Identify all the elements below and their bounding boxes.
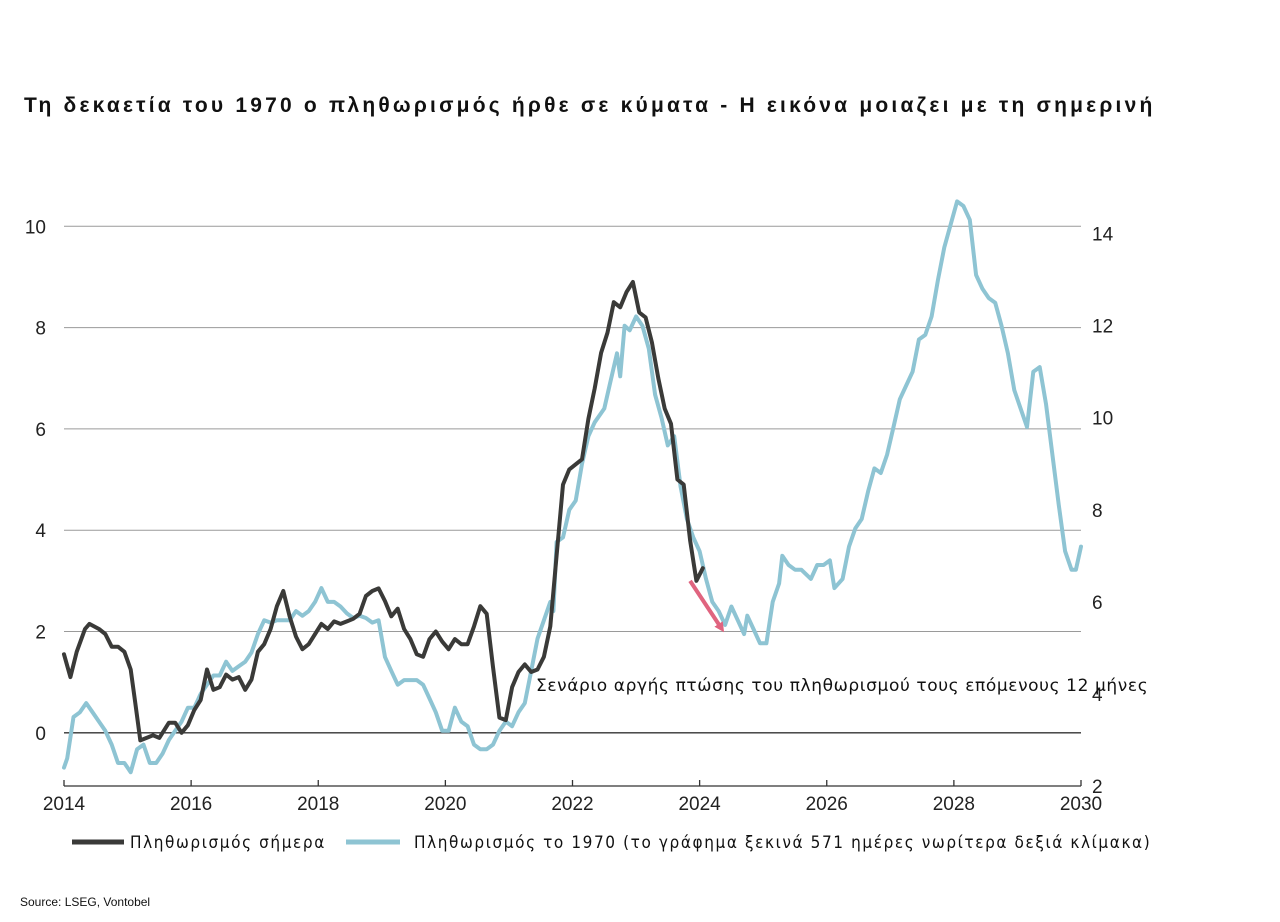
y-right-tick-label: 8 bbox=[1092, 501, 1103, 522]
y-right-tick-label: 12 bbox=[1092, 317, 1113, 338]
chart-title: Τη δεκαετία του 1970 ο πληθωρισμός ήρθε … bbox=[24, 94, 1155, 117]
x-tick-label: 2024 bbox=[678, 794, 721, 815]
legend-label-today: Πληθωρισμός σήμερα bbox=[130, 833, 326, 853]
x-tick-label: 2018 bbox=[297, 794, 339, 815]
y-right-tick-label: 6 bbox=[1092, 593, 1103, 614]
y-left-tick-label: 2 bbox=[35, 623, 46, 644]
y-right-tick-label: 14 bbox=[1092, 225, 1114, 246]
x-tick-label: 2030 bbox=[1060, 794, 1102, 815]
y-left-tick-label: 4 bbox=[35, 521, 46, 542]
y-left-tick-label: 0 bbox=[35, 724, 46, 745]
y-left-tick-label: 6 bbox=[35, 420, 46, 441]
legend-label-1970: Πληθωρισμός το 1970 (το γράφημα ξεκινά 5… bbox=[414, 833, 1151, 853]
left-axis-ticks: 0 2 4 6 8 10 bbox=[25, 217, 47, 745]
y-right-tick-label: 2 bbox=[1092, 777, 1103, 798]
y-left-tick-label: 10 bbox=[25, 217, 46, 238]
scenario-arrow bbox=[688, 579, 725, 633]
x-axis-ticks: 2014 2016 2018 2020 2022 2024 2026 2028 2030 bbox=[43, 780, 1102, 815]
legend: Πληθωρισμός σήμερα Πληθωρισμός το 1970 (… bbox=[72, 833, 1151, 853]
scenario-annotation: Σενάριο αργής πτώσης του πληθωρισμού του… bbox=[536, 676, 1148, 696]
y-left-tick-label: 8 bbox=[35, 319, 46, 340]
series-line-1970 bbox=[62, 199, 1083, 775]
y-right-tick-label: 4 bbox=[1092, 685, 1103, 706]
series-line-today bbox=[62, 280, 705, 743]
right-axis-ticks: 2 4 6 8 10 12 14 bbox=[1092, 225, 1114, 798]
x-tick-label: 2016 bbox=[170, 794, 212, 815]
gridlines bbox=[64, 225, 1081, 734]
source-note: Source: LSEG, Vontobel bbox=[20, 895, 150, 909]
x-tick-label: 2028 bbox=[933, 794, 975, 815]
x-tick-label: 2014 bbox=[43, 794, 86, 815]
x-tick-label: 2022 bbox=[551, 794, 593, 815]
x-tick-label: 2020 bbox=[424, 794, 466, 815]
x-tick-label: 2026 bbox=[806, 794, 848, 815]
y-right-tick-label: 10 bbox=[1092, 409, 1113, 430]
